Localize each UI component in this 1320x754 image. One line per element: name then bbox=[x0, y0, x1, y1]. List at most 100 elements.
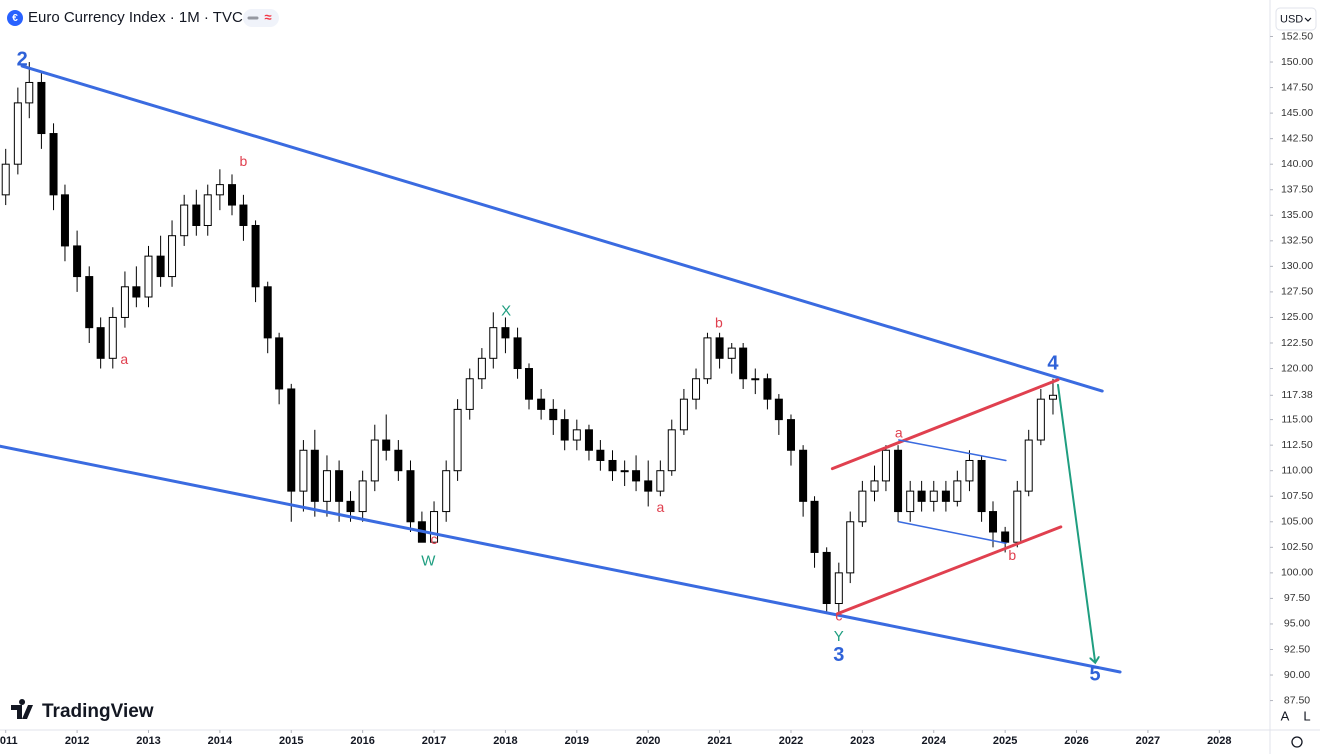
x-tick-label: 2013 bbox=[136, 735, 160, 747]
x-tick-label: 2014 bbox=[208, 735, 233, 747]
x-tick-label: 2026 bbox=[1064, 735, 1088, 747]
y-tick-label: 130.00 bbox=[1281, 260, 1313, 272]
wave-label: b bbox=[240, 153, 248, 169]
candle-body bbox=[1013, 490, 1022, 543]
candle-body bbox=[394, 449, 403, 472]
candle-body bbox=[430, 511, 439, 543]
candle-body bbox=[679, 398, 688, 431]
candle-body bbox=[953, 480, 962, 502]
x-tick-label: 2018 bbox=[493, 735, 517, 747]
y-tick-label: 150.00 bbox=[1281, 56, 1313, 68]
trend-line bbox=[898, 521, 1007, 544]
candle-body bbox=[489, 327, 498, 359]
candle-body bbox=[275, 337, 284, 390]
candle-body bbox=[965, 459, 974, 482]
candle-body bbox=[632, 470, 641, 482]
candle-body bbox=[453, 408, 462, 472]
x-tick-label: 2028 bbox=[1207, 735, 1231, 747]
wave-label: W bbox=[421, 553, 436, 570]
currency-button[interactable] bbox=[1275, 7, 1317, 31]
status-badge[interactable] bbox=[243, 9, 279, 27]
x-tick-label: 2021 bbox=[707, 735, 731, 747]
y-tick-label: 135.00 bbox=[1281, 209, 1313, 221]
y-tick-label: 92.50 bbox=[1284, 643, 1310, 655]
candle-body bbox=[584, 429, 593, 451]
candle-body bbox=[608, 459, 617, 472]
candle-body bbox=[120, 286, 129, 318]
candle-body bbox=[656, 470, 665, 492]
y-tick-label: 107.50 bbox=[1281, 490, 1313, 502]
candle-body bbox=[228, 184, 237, 206]
trend-line bbox=[0, 444, 1122, 674]
y-tick-label: 90.00 bbox=[1284, 669, 1310, 681]
candle-body bbox=[572, 429, 581, 441]
candle-body bbox=[322, 470, 331, 502]
candle-body bbox=[549, 408, 558, 421]
settings-button[interactable] bbox=[1291, 736, 1303, 748]
brand: TradingView bbox=[11, 699, 154, 722]
y-tick-label: 137.50 bbox=[1281, 184, 1313, 196]
auto-scale-button[interactable]: A bbox=[1281, 708, 1290, 723]
y-tick-label: 125.00 bbox=[1281, 311, 1313, 323]
candle-body bbox=[370, 439, 379, 482]
wave-label: a bbox=[656, 499, 664, 515]
candle-body bbox=[751, 378, 760, 381]
y-tick-label: 140.00 bbox=[1281, 158, 1313, 170]
candle-body bbox=[537, 398, 546, 410]
candle-body bbox=[1, 163, 10, 196]
candle-body bbox=[382, 439, 391, 451]
y-tick-label: 142.50 bbox=[1281, 132, 1313, 144]
x-tick-label: 2015 bbox=[279, 735, 303, 747]
candle-body bbox=[203, 194, 212, 226]
candle-body bbox=[822, 551, 831, 605]
candle-body bbox=[442, 470, 451, 513]
x-tick-label: 2027 bbox=[1136, 735, 1160, 747]
candle-body bbox=[881, 449, 890, 482]
candle-body bbox=[774, 398, 783, 421]
plot-area bbox=[0, 62, 1122, 674]
candle-body bbox=[85, 276, 94, 329]
candle-body bbox=[763, 378, 772, 400]
brand-logo bbox=[11, 699, 33, 719]
candle-body bbox=[192, 204, 201, 226]
y-tick-label: 132.50 bbox=[1281, 235, 1313, 247]
candle-body bbox=[1024, 439, 1033, 492]
trend-line bbox=[830, 378, 1060, 471]
candle-body bbox=[108, 316, 117, 359]
wave-label: b bbox=[715, 314, 723, 330]
wave-label: 5 bbox=[1090, 663, 1101, 685]
candle-body bbox=[25, 81, 34, 104]
candle-body bbox=[620, 470, 629, 473]
candle-body bbox=[917, 490, 926, 502]
candle-body bbox=[263, 286, 272, 339]
candle-body bbox=[1001, 531, 1010, 543]
candle-body bbox=[596, 449, 605, 461]
candle-body bbox=[894, 449, 903, 513]
candle-body bbox=[989, 511, 998, 533]
y-tick-label: 117.38 bbox=[1281, 389, 1312, 401]
wave-label: a bbox=[895, 425, 903, 441]
symbol-icon-glyph: € bbox=[12, 13, 18, 24]
candle-body bbox=[739, 347, 748, 380]
candle-body bbox=[692, 378, 701, 400]
candle-body bbox=[477, 357, 486, 380]
candle-body bbox=[786, 419, 795, 451]
candle-body bbox=[799, 449, 808, 502]
candle-body bbox=[180, 204, 189, 237]
candle-body bbox=[513, 337, 522, 370]
candle-body bbox=[60, 194, 69, 247]
projection-arrow bbox=[1056, 383, 1095, 662]
candle-body bbox=[644, 480, 653, 492]
candle-body bbox=[846, 521, 855, 574]
candle-body bbox=[346, 500, 355, 513]
y-tick-label: 145.00 bbox=[1281, 107, 1313, 119]
y-tick-label: 115.00 bbox=[1281, 413, 1312, 425]
y-tick-label: 112.50 bbox=[1281, 439, 1312, 451]
log-scale-button[interactable]: L bbox=[1303, 708, 1310, 723]
wave-label: b bbox=[1008, 547, 1016, 563]
wave-label: 3 bbox=[833, 644, 844, 666]
candle-body bbox=[858, 490, 867, 523]
wave-label: 2 bbox=[17, 48, 28, 70]
